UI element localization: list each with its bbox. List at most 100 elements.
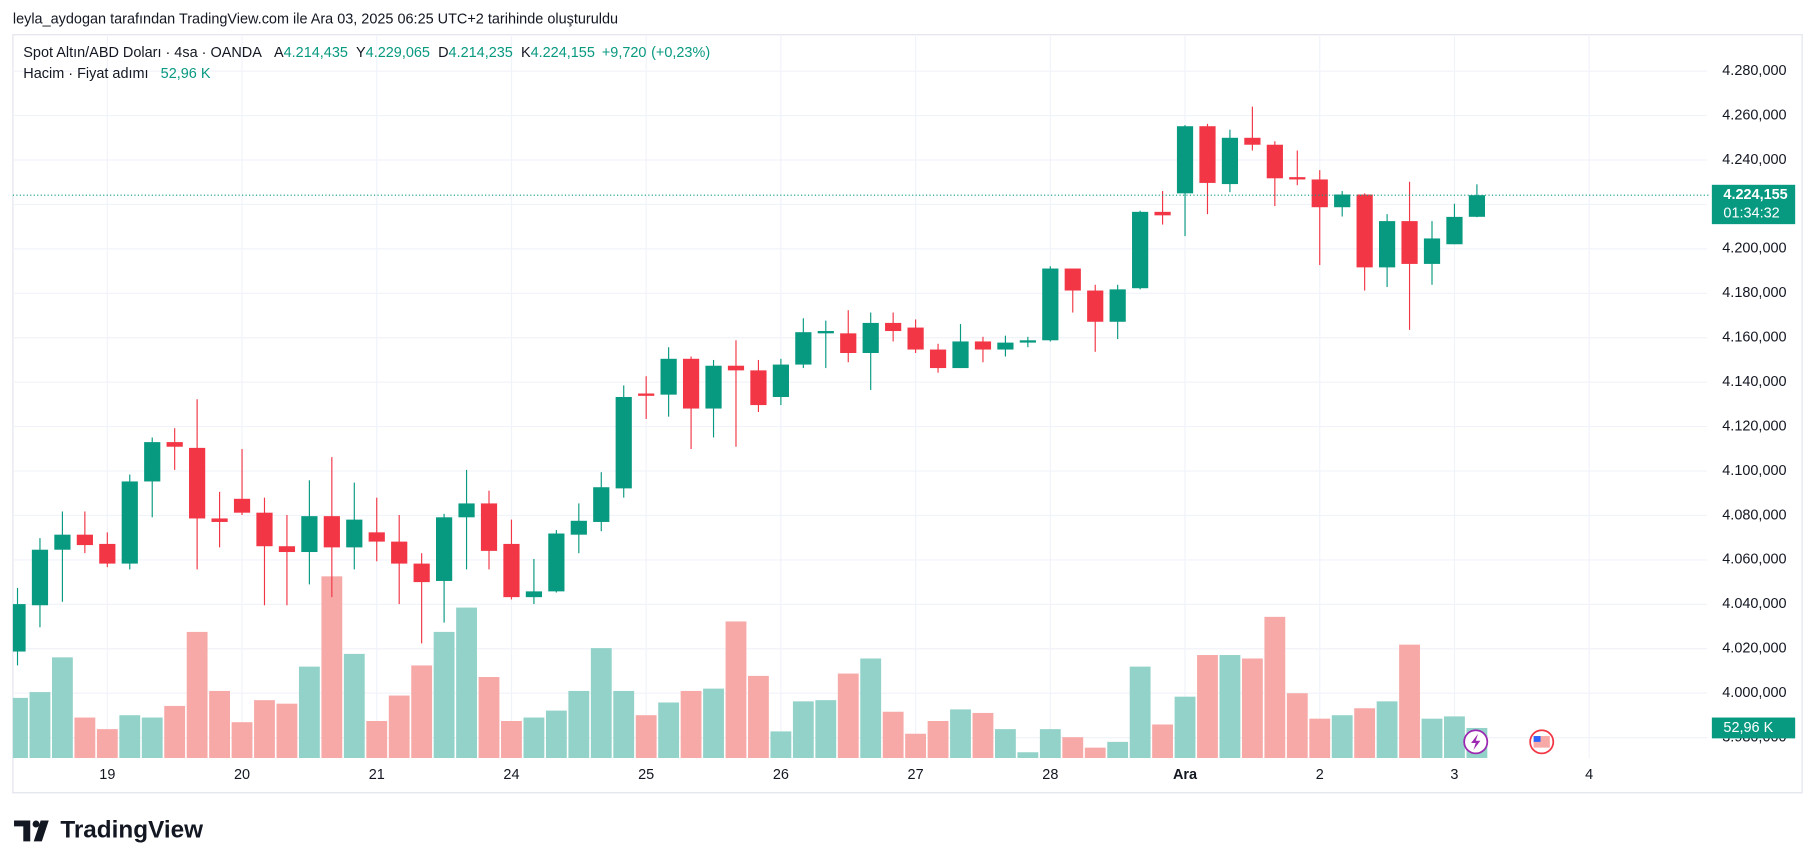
volume-bar — [164, 705, 186, 759]
volume-tag-label: 52,96 K — [1723, 720, 1773, 736]
y-tick-label: 4.180,000 — [1722, 285, 1786, 301]
volume-bar — [141, 717, 163, 759]
volume-bar — [994, 729, 1016, 759]
volume-bar — [1354, 708, 1376, 759]
volume-bar — [388, 695, 410, 759]
volume-bar — [96, 729, 118, 759]
candle-body — [368, 532, 385, 542]
y-tick-label: 4.040,000 — [1722, 596, 1786, 612]
logo-glyph — [32, 820, 40, 828]
volume-bar — [680, 690, 702, 759]
candle-body — [750, 370, 767, 406]
y-tick-label: 4.060,000 — [1722, 552, 1786, 568]
volume-bar — [792, 701, 814, 759]
volume-bar — [658, 702, 680, 759]
volume-bar — [1174, 696, 1196, 759]
event-glyph — [1471, 733, 1481, 750]
grid — [12, 34, 1708, 759]
volume-bar — [545, 710, 567, 759]
volume-bar — [276, 703, 298, 759]
candle-body — [436, 517, 453, 581]
candle-body — [997, 342, 1014, 350]
axes: 4.280,0004.260,0004.240,0004.220,0004.20… — [12, 63, 1796, 783]
candle-body — [1244, 137, 1261, 145]
x-tick-label: 19 — [99, 767, 115, 783]
ohlc-key: A — [274, 45, 284, 61]
candle-body — [660, 358, 677, 395]
volume-bar — [703, 688, 724, 759]
x-tick-label: 2 — [1316, 767, 1324, 783]
y-tick-label: 4.080,000 — [1722, 507, 1786, 523]
candle-body — [885, 322, 902, 332]
candle-body — [817, 331, 834, 334]
y-tick-label: 4.280,000 — [1722, 63, 1786, 79]
y-tick-label: 4.240,000 — [1722, 152, 1786, 168]
candle-body — [795, 332, 812, 365]
x-tick-label: 3 — [1450, 767, 1458, 783]
candle-body — [189, 447, 206, 519]
candle-body — [1356, 194, 1373, 268]
x-tick-label: Ara — [1173, 767, 1198, 783]
candle-body — [1423, 238, 1441, 264]
y-tick-label: 4.020,000 — [1722, 641, 1786, 657]
logo: TradingView — [14, 816, 203, 843]
volume-tag — [1711, 717, 1796, 739]
last-price-label: 4.224,155 — [1723, 187, 1787, 203]
volume-bar — [119, 715, 141, 759]
candle-body — [727, 365, 745, 371]
legend-line: Spot Altın/ABD Doları · 4sa · OANDA A4.2… — [23, 45, 710, 61]
logo-text: TradingView — [60, 816, 203, 843]
candle-body — [929, 349, 947, 369]
last-price-tag — [1711, 184, 1796, 225]
candle-body — [54, 534, 71, 550]
volume-bar — [411, 665, 433, 759]
candle-body — [99, 543, 116, 564]
x-tick-label: 27 — [908, 767, 924, 783]
volume-bar — [815, 700, 837, 759]
candle-body — [525, 591, 543, 598]
chart-frame — [12, 34, 1803, 794]
candle-body — [1334, 194, 1351, 208]
x-tick-label: 24 — [503, 767, 519, 783]
candle-body — [862, 322, 879, 353]
candle-body — [301, 516, 318, 553]
x-tick-label: 26 — [773, 767, 789, 783]
volume-bar — [51, 657, 73, 759]
volume-bar — [478, 677, 500, 759]
volume-bar — [501, 721, 522, 759]
volume-bar — [1444, 716, 1465, 759]
volume-bar — [770, 731, 792, 759]
candle-body — [1289, 177, 1306, 180]
volume-bar — [298, 666, 320, 759]
ohlc-key: K — [521, 45, 531, 61]
y-tick-label: 4.260,000 — [1722, 107, 1786, 123]
candle-body — [144, 442, 161, 482]
volume-bar — [1376, 701, 1398, 759]
volume-bar — [12, 697, 28, 759]
volume-bar — [613, 690, 635, 759]
x-tick-label: 20 — [234, 767, 250, 783]
volume-bar — [1219, 655, 1241, 759]
volume-bar — [1107, 741, 1129, 759]
candle-body — [593, 487, 610, 522]
volume-bar — [1286, 693, 1308, 759]
candle-body — [1221, 137, 1239, 185]
candle-body — [1042, 268, 1059, 341]
candle-body — [952, 341, 969, 369]
volume-bar — [1129, 666, 1151, 759]
candle-body — [323, 516, 340, 548]
volume-bar — [927, 721, 949, 759]
volume-bar — [29, 692, 51, 759]
volume-bar — [860, 658, 882, 759]
flag-glyph — [1533, 736, 1550, 748]
ohlc-key: Y — [356, 45, 366, 61]
volume-bar — [568, 690, 590, 759]
x-tick-label: 21 — [369, 767, 385, 783]
candle-body — [907, 327, 924, 350]
x-tick-label: 28 — [1042, 767, 1058, 783]
volume-bar — [1152, 724, 1173, 759]
candle-body — [1199, 126, 1216, 183]
volume-bar — [972, 712, 994, 759]
candle-body — [458, 503, 475, 518]
